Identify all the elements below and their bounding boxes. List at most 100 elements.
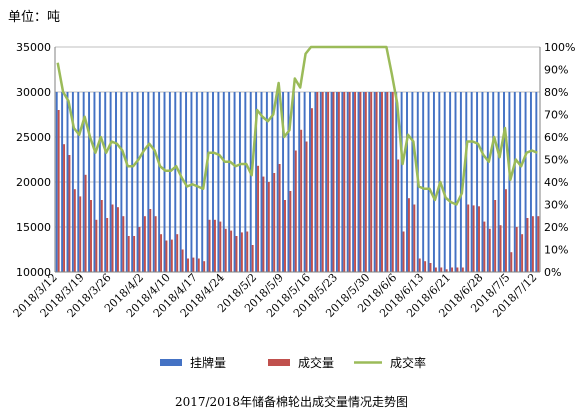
- bar-traded: [262, 176, 265, 272]
- bar-traded: [327, 92, 330, 272]
- bar-listed: [486, 92, 489, 272]
- y-tick-label: 25000: [16, 131, 51, 144]
- bar-traded: [305, 141, 308, 272]
- bar-traded: [386, 92, 389, 272]
- bar-traded: [451, 267, 454, 272]
- y-tick-label: 35000: [16, 41, 51, 54]
- bar-listed: [282, 92, 285, 272]
- bar-traded: [483, 221, 486, 272]
- bar-traded: [73, 189, 76, 272]
- bar-traded: [122, 216, 125, 272]
- bar-listed: [255, 92, 258, 272]
- bar-listed: [529, 92, 532, 272]
- bar-listed: [287, 92, 290, 272]
- bar-traded: [526, 218, 529, 272]
- bar-traded: [440, 267, 443, 272]
- bar-listed: [368, 92, 371, 272]
- bar-listed: [88, 92, 91, 272]
- bar-traded: [149, 209, 152, 272]
- bar-listed: [163, 92, 166, 272]
- bar-traded: [364, 92, 367, 272]
- bar-listed: [535, 92, 538, 272]
- bar-traded: [310, 108, 313, 272]
- bar-listed: [373, 92, 376, 272]
- bar-listed: [212, 92, 214, 272]
- bar-traded: [521, 234, 524, 272]
- bar-traded: [316, 92, 319, 272]
- bar-traded: [515, 227, 518, 272]
- bar-traded: [170, 239, 173, 272]
- bar-listed: [465, 92, 468, 272]
- bar-traded: [187, 258, 189, 272]
- bar-listed: [292, 92, 295, 272]
- series-line-rate: [56, 45, 538, 206]
- bar-traded: [235, 236, 238, 272]
- legend-swatch: [268, 359, 290, 366]
- legend-swatch: [160, 359, 182, 366]
- chart-caption: 2017/2018年储备棉轮出成交量情况走势图: [174, 395, 409, 409]
- bar-traded: [95, 219, 98, 272]
- bar-listed: [335, 92, 338, 272]
- bar-traded: [57, 110, 60, 272]
- bar-listed: [152, 92, 155, 272]
- bar-traded: [494, 200, 497, 272]
- bar-traded: [402, 231, 405, 272]
- bar-listed: [147, 92, 150, 272]
- bar-listed: [271, 92, 274, 272]
- bar-traded: [278, 164, 281, 272]
- bar-listed: [449, 92, 452, 272]
- bar-listed: [476, 92, 479, 272]
- bar-traded: [111, 204, 114, 272]
- bar-traded: [321, 92, 324, 272]
- bar-listed: [384, 92, 387, 272]
- bar-traded: [300, 129, 303, 272]
- bar-listed: [513, 92, 516, 272]
- bar-traded: [181, 249, 184, 272]
- bar-listed: [125, 92, 128, 272]
- bar-traded: [246, 231, 249, 272]
- bar-listed: [389, 92, 392, 272]
- bar-listed: [519, 92, 522, 272]
- y2-tick-label: 100%: [544, 41, 575, 54]
- bar-listed: [136, 92, 139, 272]
- bar-traded: [192, 257, 195, 272]
- bar-traded: [499, 225, 502, 272]
- legend-label: 成交率: [390, 355, 426, 370]
- bar-listed: [168, 92, 171, 272]
- bar-traded: [359, 92, 362, 272]
- bar-listed: [249, 92, 252, 272]
- bar-traded: [116, 207, 119, 272]
- bar-listed: [244, 92, 247, 272]
- bar-listed: [276, 92, 279, 272]
- bar-traded: [407, 198, 410, 272]
- bar-traded: [424, 261, 427, 272]
- bar-traded: [138, 227, 141, 272]
- bar-traded: [219, 221, 222, 272]
- bar-listed: [228, 92, 231, 272]
- bar-traded: [343, 92, 346, 272]
- bar-traded: [418, 258, 421, 272]
- bar-traded: [537, 216, 540, 272]
- bar-traded: [251, 245, 254, 272]
- bar-traded: [332, 92, 335, 272]
- bar-traded: [348, 92, 351, 272]
- bar-listed: [492, 92, 495, 272]
- bar-traded: [381, 92, 383, 272]
- legend-label: 成交量: [298, 355, 334, 370]
- bar-traded: [413, 204, 416, 272]
- bar-traded: [456, 267, 459, 272]
- bar-listed: [325, 92, 328, 272]
- bar-listed: [185, 92, 188, 272]
- y-tick-label: 20000: [16, 176, 51, 189]
- bar-traded: [100, 200, 103, 272]
- bar-traded: [197, 258, 200, 272]
- bar-traded: [434, 267, 437, 272]
- y2-tick-label: 80%: [544, 86, 568, 99]
- bar-traded: [208, 219, 211, 272]
- bar-traded: [240, 232, 243, 272]
- bar-listed: [260, 92, 263, 272]
- y2-tick-label: 10%: [544, 244, 568, 257]
- bar-traded: [203, 261, 206, 272]
- y-axis-unit-label: 单位：吨: [8, 10, 61, 25]
- y2-tick-label: 20%: [544, 221, 568, 234]
